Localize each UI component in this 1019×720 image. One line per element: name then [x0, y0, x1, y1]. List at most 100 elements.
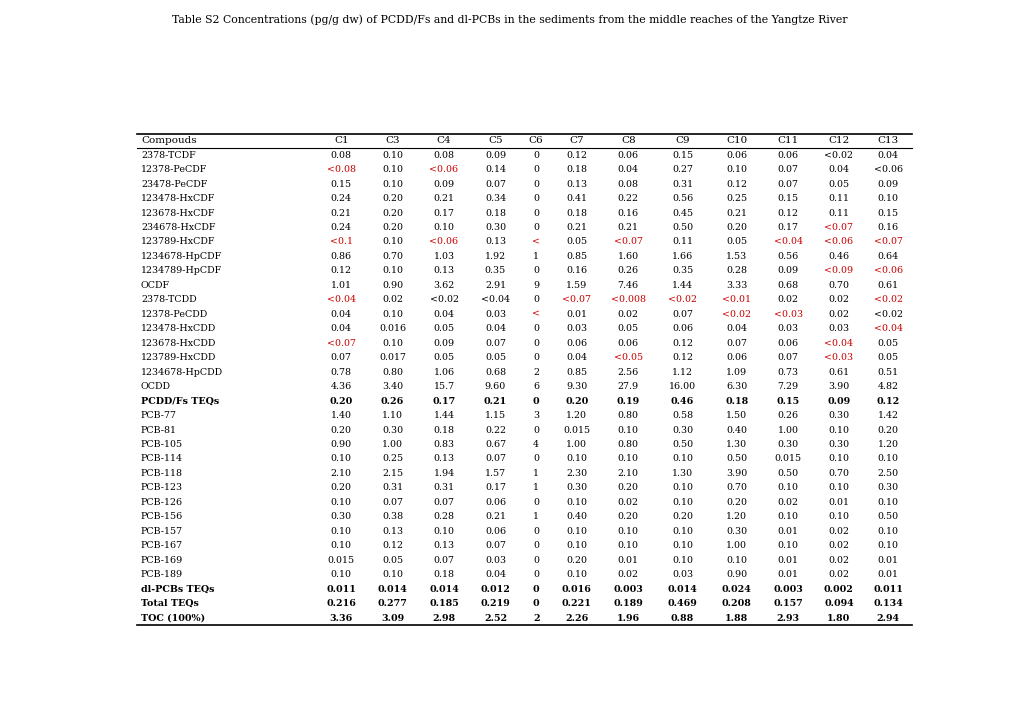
Text: 0.10: 0.10	[827, 483, 849, 492]
Text: <0.03: <0.03	[823, 354, 853, 362]
Text: 2.50: 2.50	[876, 469, 898, 478]
Text: 0.28: 0.28	[726, 266, 747, 276]
Text: C12: C12	[827, 136, 849, 145]
Text: 0.21: 0.21	[726, 209, 747, 217]
Text: 7.46: 7.46	[618, 281, 638, 290]
Text: 0.50: 0.50	[876, 513, 898, 521]
Text: 0: 0	[533, 454, 539, 464]
Text: C6: C6	[528, 136, 543, 145]
Text: 0.03: 0.03	[827, 324, 849, 333]
Text: 0.08: 0.08	[330, 150, 352, 160]
Text: 1.09: 1.09	[726, 368, 747, 377]
Text: 0.10: 0.10	[672, 541, 692, 550]
Text: 0: 0	[533, 324, 539, 333]
Text: 0.20: 0.20	[726, 498, 747, 507]
Text: 7.29: 7.29	[776, 382, 798, 391]
Text: 0.10: 0.10	[672, 498, 692, 507]
Text: 123478-HxCDD: 123478-HxCDD	[141, 324, 216, 333]
Text: 0: 0	[533, 426, 539, 435]
Text: 123789-HxCDF: 123789-HxCDF	[141, 238, 215, 246]
Text: 0.04: 0.04	[330, 310, 352, 319]
Text: <0.04: <0.04	[823, 338, 853, 348]
Text: 0.012: 0.012	[480, 585, 510, 593]
Text: 0.10: 0.10	[330, 454, 352, 464]
Text: 0.11: 0.11	[672, 238, 692, 246]
Text: 0.011: 0.011	[326, 585, 356, 593]
Text: 0.10: 0.10	[433, 223, 454, 232]
Text: 0.05: 0.05	[876, 338, 898, 348]
Text: 0.10: 0.10	[566, 527, 587, 536]
Text: 0.12: 0.12	[382, 541, 403, 550]
Text: <0.02: <0.02	[721, 310, 751, 319]
Text: 0.01: 0.01	[827, 498, 849, 507]
Text: 0.30: 0.30	[484, 223, 505, 232]
Text: 0.90: 0.90	[330, 440, 352, 449]
Text: 1.57: 1.57	[484, 469, 505, 478]
Text: 2.94: 2.94	[875, 613, 899, 623]
Text: 0: 0	[533, 180, 539, 189]
Text: 9.60: 9.60	[484, 382, 505, 391]
Text: 0.10: 0.10	[566, 541, 587, 550]
Text: 4.36: 4.36	[330, 382, 352, 391]
Text: 0.10: 0.10	[330, 498, 352, 507]
Text: 0.06: 0.06	[776, 150, 798, 160]
Text: 0.61: 0.61	[876, 281, 898, 290]
Text: 0.02: 0.02	[776, 295, 798, 305]
Text: 0.10: 0.10	[566, 570, 587, 579]
Text: <0.06: <0.06	[429, 238, 459, 246]
Text: PCB-118: PCB-118	[141, 469, 182, 478]
Text: 0.18: 0.18	[433, 570, 454, 579]
Text: 0.10: 0.10	[330, 570, 352, 579]
Text: 0.30: 0.30	[672, 426, 693, 435]
Text: PCB-126: PCB-126	[141, 498, 182, 507]
Text: 0.12: 0.12	[330, 266, 352, 276]
Text: 0.017: 0.017	[379, 354, 406, 362]
Text: 9.30: 9.30	[566, 382, 587, 391]
Text: 0.10: 0.10	[382, 180, 403, 189]
Text: 0.58: 0.58	[672, 411, 693, 420]
Text: 23478-PeCDF: 23478-PeCDF	[141, 180, 207, 189]
Text: 0.64: 0.64	[876, 252, 898, 261]
Text: 0.86: 0.86	[330, 252, 352, 261]
Text: <0.02: <0.02	[873, 295, 902, 305]
Text: 0.03: 0.03	[484, 556, 505, 564]
Text: 1: 1	[533, 483, 539, 492]
Text: 0: 0	[533, 527, 539, 536]
Text: 1.03: 1.03	[433, 252, 454, 261]
Text: 1.44: 1.44	[672, 281, 692, 290]
Text: 0.014: 0.014	[667, 585, 697, 593]
Text: 0.04: 0.04	[566, 354, 587, 362]
Text: 0.25: 0.25	[726, 194, 747, 203]
Text: 0: 0	[533, 354, 539, 362]
Text: 0.06: 0.06	[566, 338, 587, 348]
Text: 2.10: 2.10	[618, 469, 638, 478]
Text: 0: 0	[533, 295, 539, 305]
Text: 0.10: 0.10	[776, 513, 798, 521]
Text: 0.04: 0.04	[484, 324, 505, 333]
Text: 0.01: 0.01	[776, 527, 798, 536]
Text: 0.02: 0.02	[776, 498, 798, 507]
Text: 0.88: 0.88	[671, 613, 694, 623]
Text: Table S2 Concentrations (pg/g dw) of PCDD/Fs and dl-PCBs in the sediments from t: Table S2 Concentrations (pg/g dw) of PCD…	[172, 15, 847, 25]
Text: <: <	[532, 310, 540, 319]
Text: 0.094: 0.094	[823, 599, 853, 608]
Text: 0.24: 0.24	[330, 223, 352, 232]
Text: 0.20: 0.20	[330, 483, 352, 492]
Text: 0.05: 0.05	[827, 180, 849, 189]
Text: PCB-169: PCB-169	[141, 556, 183, 564]
Text: 1.94: 1.94	[433, 469, 454, 478]
Text: 0.02: 0.02	[827, 295, 849, 305]
Text: 0.05: 0.05	[382, 556, 403, 564]
Text: 1.06: 1.06	[433, 368, 454, 377]
Text: 0.09: 0.09	[876, 180, 898, 189]
Text: 0.34: 0.34	[484, 194, 505, 203]
Text: 1234678-HpCDF: 1234678-HpCDF	[141, 252, 222, 261]
Text: 0.26: 0.26	[776, 411, 798, 420]
Text: 0.18: 0.18	[433, 426, 454, 435]
Text: 0.20: 0.20	[382, 194, 403, 203]
Text: 0.28: 0.28	[433, 513, 454, 521]
Text: 0.70: 0.70	[827, 281, 849, 290]
Text: <0.07: <0.07	[613, 238, 642, 246]
Text: 1: 1	[533, 469, 539, 478]
Text: 0.024: 0.024	[721, 585, 751, 593]
